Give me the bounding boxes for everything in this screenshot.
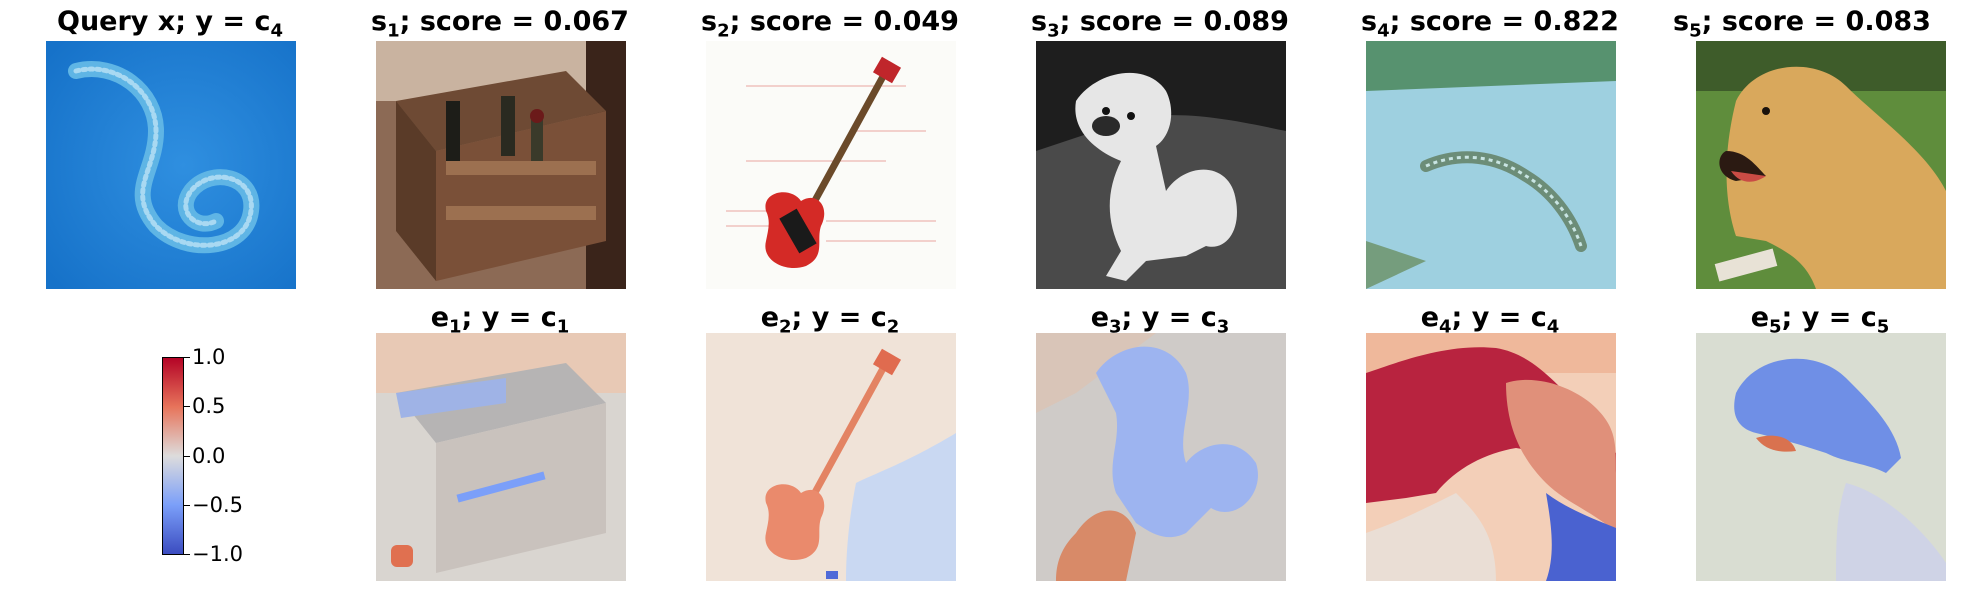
explanation-4-title: e4; y = c4 [1420, 302, 1560, 338]
explanation-2-heatmap [706, 333, 956, 581]
sample-2-title: s2; score = 0.049 [701, 6, 959, 42]
explanation-5-title: e5; y = c5 [1750, 302, 1890, 338]
colorbar-tick-label: 1.0 [192, 345, 226, 369]
sample-3-title: s3; score = 0.089 [1031, 6, 1289, 42]
explanation-1-heatmap [376, 333, 626, 581]
explanation-1-title: e1; y = c1 [430, 302, 570, 338]
explanation-5-heatmap [1696, 333, 1946, 581]
sample-5-title: s5; score = 0.083 [1673, 6, 1931, 42]
sample-4-title: s4; score = 0.822 [1361, 6, 1619, 42]
query-image [46, 41, 296, 289]
colorbar-tick [184, 554, 190, 555]
query-title: Query x; y = c4 [57, 6, 283, 42]
sample-1-image [376, 41, 626, 289]
sample-1-title: s1; score = 0.067 [371, 6, 629, 42]
colorbar-tick-label: 0.5 [192, 394, 226, 418]
colorbar-tick-label: 0.0 [192, 444, 226, 468]
colorbar-tick [184, 406, 190, 407]
explanation-4-heatmap [1366, 333, 1616, 581]
colorbar-tick [184, 456, 190, 457]
sample-2-image [706, 41, 956, 289]
colorbar-tick [184, 505, 190, 506]
colorbar [162, 357, 184, 555]
explanation-3-title: e3; y = c3 [1090, 302, 1230, 338]
colorbar-tick-label: −0.5 [192, 493, 243, 517]
explanation-2-title: e2; y = c2 [760, 302, 900, 338]
sample-4-image [1366, 41, 1616, 289]
colorbar-tick [184, 357, 190, 358]
sample-3-image [1036, 41, 1286, 289]
colorbar-tick-label: −1.0 [192, 542, 243, 566]
explanation-3-heatmap [1036, 333, 1286, 581]
sample-5-image [1696, 41, 1946, 289]
